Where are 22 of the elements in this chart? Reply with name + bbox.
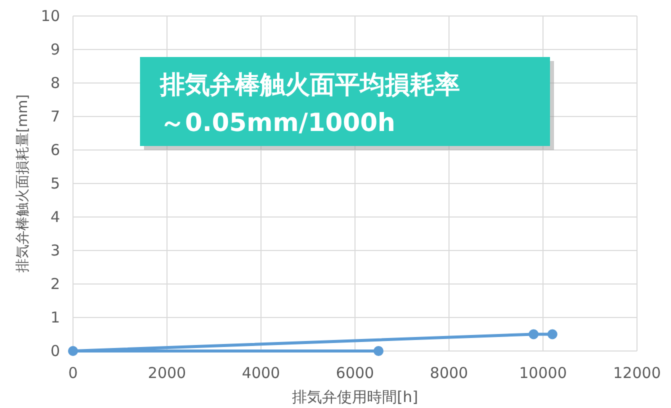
y-tick-label: 4 bbox=[50, 208, 60, 226]
y-tick-label: 2 bbox=[50, 275, 60, 293]
y-tick-label: 10 bbox=[40, 7, 60, 25]
x-tick-label: 6000 bbox=[336, 364, 374, 382]
y-tick-label: 6 bbox=[50, 141, 60, 159]
x-tick-label: 8000 bbox=[430, 364, 468, 382]
y-tick-label: 5 bbox=[50, 174, 60, 192]
y-tick-label: 9 bbox=[50, 40, 60, 58]
x-tick-label: 12000 bbox=[613, 364, 661, 382]
x-tick-label: 0 bbox=[68, 364, 78, 382]
x-tick-label: 2000 bbox=[148, 364, 186, 382]
x-axis-title: 排気弁使用時間[h] bbox=[292, 388, 418, 406]
y-tick-label: 0 bbox=[50, 342, 60, 360]
x-tick-label: 4000 bbox=[242, 364, 280, 382]
y-tick-label: 3 bbox=[50, 242, 60, 260]
annotation: 排気弁棒触火面平均損耗率 bbox=[159, 70, 460, 99]
y-axis-title: 排気弁棒触火面損耗量[mm] bbox=[15, 94, 31, 273]
y-tick-label: 8 bbox=[50, 74, 60, 92]
y-tick-label: 1 bbox=[50, 308, 60, 326]
annotation: ～0.05mm/1000h bbox=[160, 108, 396, 137]
x-tick-label: 10000 bbox=[519, 364, 567, 382]
y-tick-label: 7 bbox=[50, 108, 60, 126]
